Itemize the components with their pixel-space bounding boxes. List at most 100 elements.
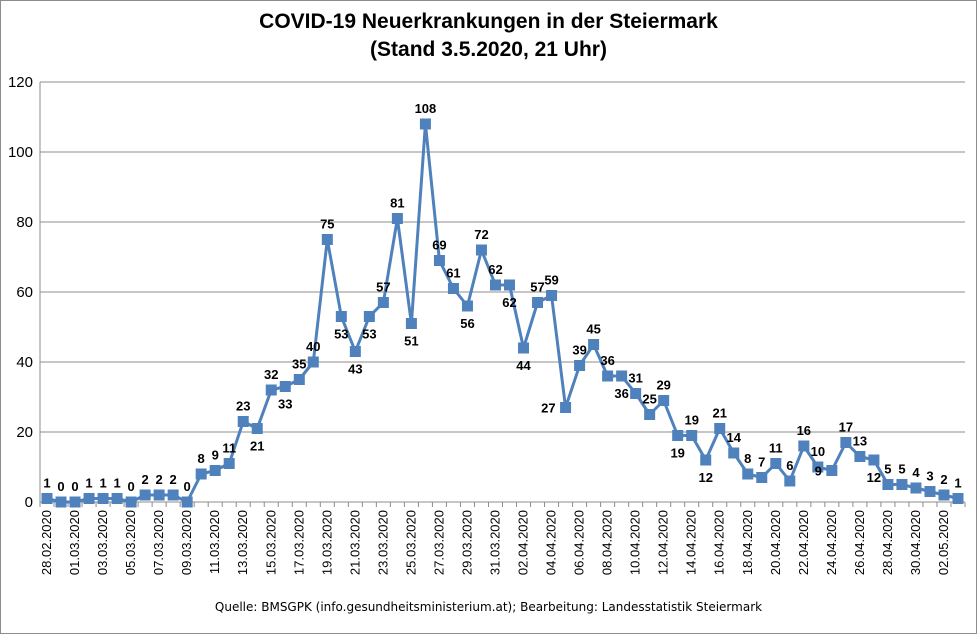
x-tick-label: 22.04.2020 <box>796 510 811 575</box>
x-tick-label: 26.04.2020 <box>852 510 867 575</box>
data-point-marker <box>279 381 291 392</box>
x-tick-label: 18.04.2020 <box>740 510 755 575</box>
data-label: 2 <box>170 472 177 487</box>
data-point-marker <box>952 493 964 504</box>
y-tick-label: 40 <box>16 354 33 371</box>
x-tick-label: 27.03.2020 <box>431 510 446 575</box>
data-label: 11 <box>769 441 783 456</box>
x-tick-label: 03.03.2020 <box>95 510 110 575</box>
data-label: 51 <box>404 334 418 349</box>
data-point-marker <box>69 496 81 508</box>
data-label: 8 <box>198 451 205 466</box>
data-label: 57 <box>530 280 544 295</box>
y-tick-label: 60 <box>16 284 33 301</box>
data-label: 3 <box>926 469 933 484</box>
data-point-marker <box>461 300 473 312</box>
data-point-marker <box>868 454 880 466</box>
data-point-marker <box>700 454 712 466</box>
data-label: 61 <box>446 266 460 281</box>
data-point-marker <box>167 489 179 501</box>
y-tick-label: 80 <box>16 214 33 231</box>
data-point-marker <box>826 465 838 476</box>
x-tick-label: 21.03.2020 <box>347 510 362 575</box>
data-point-marker <box>644 409 656 420</box>
data-label: 72 <box>474 227 488 242</box>
data-label: 8 <box>744 451 751 466</box>
data-point-marker <box>111 493 123 504</box>
data-point-marker <box>83 493 95 504</box>
data-point-marker <box>616 370 628 382</box>
data-point-marker <box>756 472 768 483</box>
data-point-marker <box>840 437 852 448</box>
data-point-marker <box>223 458 235 469</box>
data-label: 7 <box>758 455 765 470</box>
data-point-marker <box>153 489 165 501</box>
data-label: 0 <box>71 479 78 494</box>
y-tick-label: 120 <box>8 74 33 91</box>
data-point-marker <box>770 458 782 469</box>
data-point-marker <box>195 468 207 480</box>
data-point-marker <box>630 388 642 399</box>
data-label: 62 <box>502 295 516 310</box>
data-point-marker <box>532 297 544 308</box>
data-point-marker <box>55 496 67 508</box>
data-point-marker <box>265 384 277 396</box>
data-point-marker <box>419 118 431 130</box>
data-point-marker <box>447 283 459 294</box>
data-label: 21 <box>713 406 727 421</box>
data-point-marker <box>489 279 501 291</box>
gridlines <box>40 81 965 503</box>
data-point-marker <box>349 346 361 357</box>
data-label: 17 <box>839 420 853 435</box>
x-tick-label: 06.04.2020 <box>572 510 587 575</box>
x-tick-label: 30.04.2020 <box>908 510 923 575</box>
data-point-marker <box>784 475 796 487</box>
x-tick-label: 14.04.2020 <box>684 510 699 575</box>
data-label: 1 <box>954 476 961 491</box>
x-tick-label: 23.03.2020 <box>375 510 390 575</box>
data-label: 14 <box>727 430 742 445</box>
x-tick-label: 15.03.2020 <box>263 510 278 575</box>
x-tick-label: 08.04.2020 <box>600 510 615 575</box>
data-point-marker <box>686 430 698 441</box>
data-label: 69 <box>432 238 446 253</box>
chart-title: COVID-19 Neuerkrankungen in der Steierma… <box>259 10 718 33</box>
data-point-marker <box>896 479 908 490</box>
x-tick-label: 24.04.2020 <box>824 510 839 575</box>
data-label: 0 <box>127 479 134 494</box>
data-label: 1 <box>85 476 92 491</box>
data-point-marker <box>125 496 137 508</box>
data-label: 43 <box>348 362 362 377</box>
data-point-marker <box>377 297 389 308</box>
data-point-marker <box>293 374 305 385</box>
data-label: 59 <box>544 273 558 288</box>
data-label: 40 <box>306 339 320 354</box>
data-label: 53 <box>362 327 376 342</box>
data-label: 36 <box>614 386 628 401</box>
data-label: 23 <box>236 399 250 414</box>
data-label: 44 <box>516 358 531 373</box>
data-point-marker <box>391 213 403 224</box>
data-label: 2 <box>156 472 163 487</box>
data-label: 36 <box>600 353 614 368</box>
data-label: 35 <box>292 357 306 372</box>
data-point-marker <box>588 339 600 350</box>
data-markers <box>41 118 964 508</box>
data-point-marker <box>714 423 726 434</box>
x-tick-label: 25.03.2020 <box>403 510 418 575</box>
data-label: 0 <box>57 479 64 494</box>
data-label: 32 <box>264 367 278 382</box>
x-axis: 28.02.2020 01.03.2020 03.03.2020 05.03.2020… <box>39 82 966 575</box>
x-tick-label: 05.03.2020 <box>123 510 138 575</box>
data-point-marker <box>742 468 754 480</box>
data-label: 11 <box>222 441 236 456</box>
data-label: 12 <box>867 470 881 485</box>
data-point-marker <box>728 447 740 459</box>
data-point-marker <box>209 465 221 476</box>
data-label: 21 <box>250 439 264 454</box>
data-label: 16 <box>797 423 811 438</box>
data-point-marker <box>433 255 445 266</box>
data-label: 39 <box>572 343 586 358</box>
